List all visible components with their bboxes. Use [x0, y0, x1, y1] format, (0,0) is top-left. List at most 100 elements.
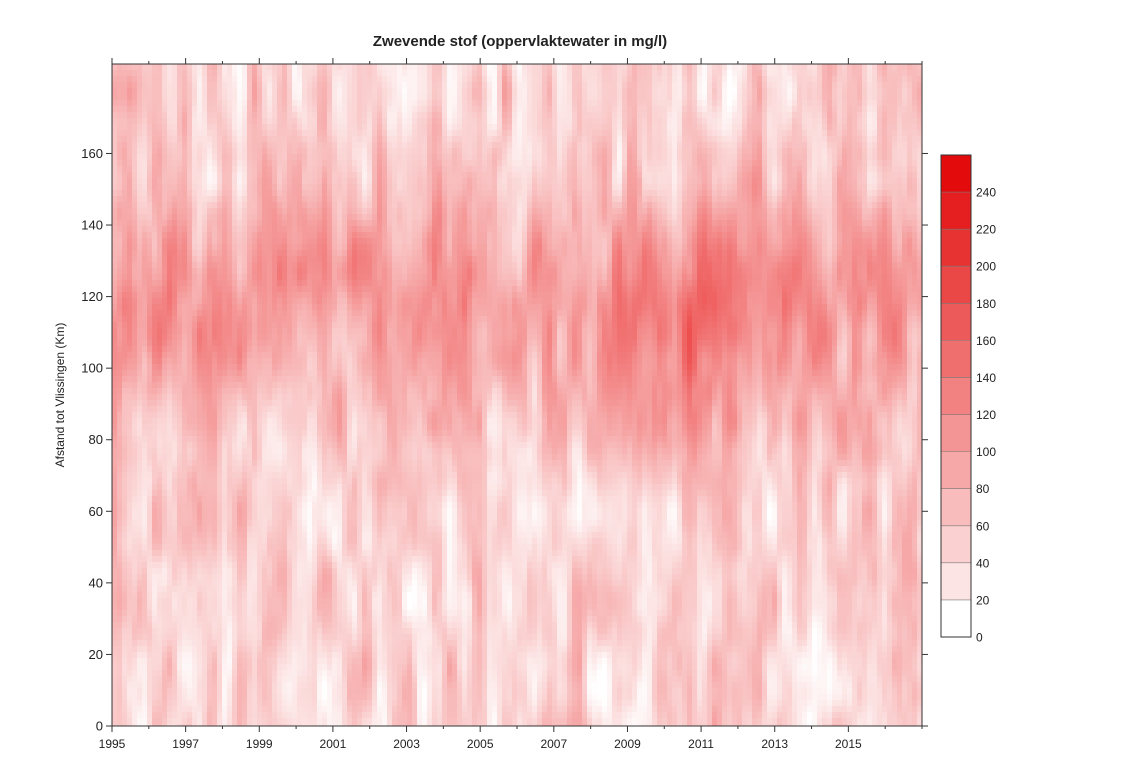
heatmap-cell [257, 388, 263, 395]
heatmap-cell [322, 196, 328, 203]
heatmap-cell [232, 328, 238, 335]
heatmap-cell [192, 400, 198, 407]
heatmap-cell [232, 484, 238, 491]
heatmap-cell [207, 526, 213, 533]
heatmap-cell [272, 664, 278, 671]
heatmap-cell [237, 118, 243, 125]
heatmap-cell [112, 238, 118, 245]
heatmap-cell [312, 130, 318, 137]
heatmap-cell [317, 322, 323, 329]
heatmap-cell [292, 358, 298, 365]
heatmap-cell [312, 406, 318, 413]
heatmap-cell [187, 394, 193, 401]
heatmap-cell [237, 256, 243, 263]
heatmap-cell [277, 514, 283, 521]
heatmap-cell [117, 364, 123, 371]
heatmap-cell [332, 520, 338, 527]
heatmap-cell [297, 514, 303, 521]
heatmap-cell [327, 196, 333, 203]
heatmap-cell [217, 112, 223, 119]
heatmap-cell [157, 274, 163, 281]
heatmap-cell [147, 280, 153, 287]
heatmap-cell [222, 298, 228, 305]
heatmap-cell [297, 628, 303, 635]
heatmap-cell [332, 304, 338, 311]
heatmap-cell [197, 484, 203, 491]
heatmap-cell [247, 100, 253, 107]
heatmap-cell [182, 298, 188, 305]
heatmap-cell [212, 328, 218, 335]
heatmap-cell [327, 442, 333, 449]
heatmap-cell [162, 682, 168, 689]
heatmap-cell [162, 700, 168, 707]
heatmap-cell [232, 670, 238, 677]
heatmap-cell [172, 70, 178, 77]
heatmap-cell [302, 274, 308, 281]
heatmap-cell [292, 340, 298, 347]
heatmap-cell [142, 724, 148, 726]
heatmap-cell [142, 508, 148, 515]
heatmap-cell [207, 634, 213, 641]
heatmap-cell [282, 568, 288, 575]
heatmap-cell [152, 604, 158, 611]
heatmap-cell [147, 304, 153, 311]
heatmap-cell [267, 178, 273, 185]
heatmap-cell [117, 598, 123, 605]
heatmap-cell [167, 202, 173, 209]
heatmap-cell [317, 160, 323, 167]
heatmap-cell [222, 172, 228, 179]
heatmap-cell [112, 718, 118, 725]
heatmap-cell [252, 100, 258, 107]
heatmap-cell [332, 100, 338, 107]
heatmap-cell [122, 244, 128, 251]
heatmap-cell [292, 238, 298, 245]
heatmap-cell [127, 124, 133, 131]
heatmap-cell [277, 598, 283, 605]
heatmap-cell [282, 532, 288, 539]
heatmap-cell [117, 514, 123, 521]
heatmap-cell [227, 286, 233, 293]
heatmap-cell [127, 304, 133, 311]
heatmap-cell [182, 154, 188, 161]
heatmap-cell [137, 508, 143, 515]
heatmap-cell [207, 178, 213, 185]
heatmap-cell [232, 682, 238, 689]
heatmap-cell [182, 166, 188, 173]
heatmap-cell [137, 724, 143, 726]
heatmap-cell [127, 478, 133, 485]
heatmap-cell [247, 214, 253, 221]
heatmap-cell [202, 430, 208, 437]
heatmap-cell [162, 160, 168, 167]
heatmap-cell [307, 208, 313, 215]
heatmap-cell [307, 394, 313, 401]
heatmap-cell [267, 694, 273, 701]
heatmap-cell [197, 442, 203, 449]
heatmap-cell [267, 148, 273, 155]
heatmap-cell [112, 688, 118, 695]
heatmap-cell [122, 640, 128, 647]
heatmap-cell [282, 316, 288, 323]
heatmap-cell [147, 238, 153, 245]
heatmap-cell [192, 664, 198, 671]
heatmap-cell [142, 712, 148, 719]
heatmap-cell [112, 646, 118, 653]
heatmap-cell [287, 592, 293, 599]
heatmap-cell [202, 634, 208, 641]
heatmap-cell [302, 616, 308, 623]
heatmap-cell [252, 724, 258, 726]
heatmap-cell [262, 706, 268, 713]
heatmap-cell [172, 196, 178, 203]
heatmap-cell [327, 634, 333, 641]
heatmap-cell [237, 406, 243, 413]
heatmap-cell [177, 532, 183, 539]
heatmap-cell [177, 214, 183, 221]
heatmap-cell [132, 172, 138, 179]
heatmap-cell [262, 544, 268, 551]
heatmap-cell [272, 484, 278, 491]
heatmap-cell [157, 190, 163, 197]
heatmap-cell [242, 604, 248, 611]
heatmap-cell [132, 178, 138, 185]
heatmap-cell [242, 466, 248, 473]
heatmap-cell [242, 514, 248, 521]
heatmap-cell [222, 610, 228, 617]
